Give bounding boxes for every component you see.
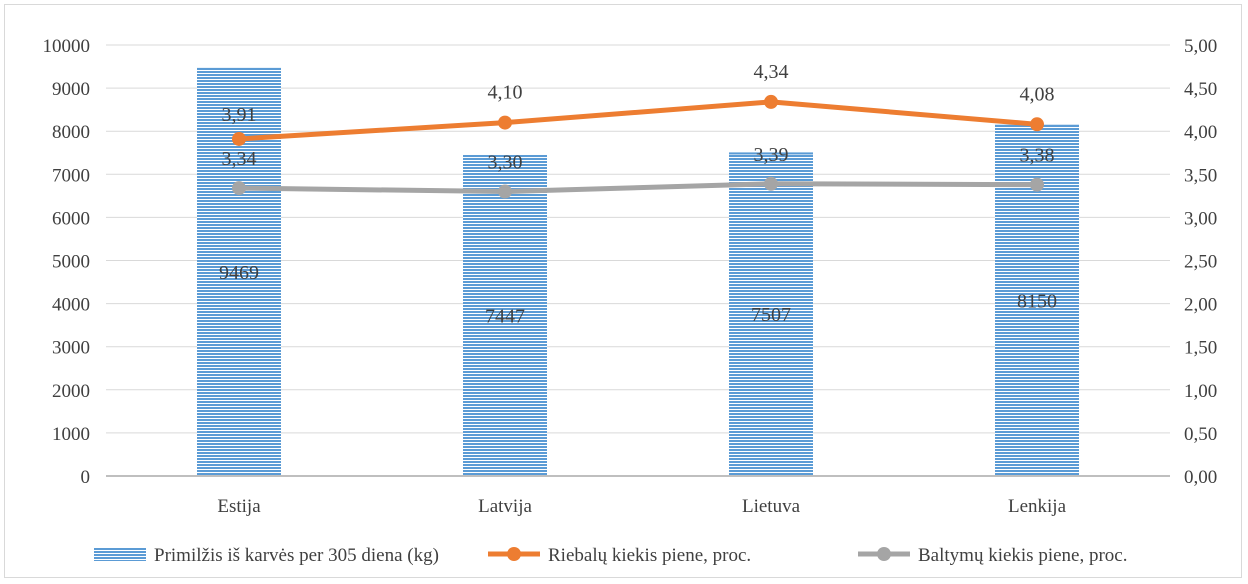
y-right-tick-label: 3,00 [1184,208,1217,229]
y-right-tick-label: 1,50 [1184,338,1217,359]
y-right-tick-label: 4,50 [1184,79,1217,100]
x-axis-category-labels: Estija Latvija Lietuva Lenkija [217,496,1066,517]
y-right-tick-label: 5,00 [1184,36,1217,57]
line-data-label: 3,30 [488,152,523,174]
series-point [764,94,778,109]
bar-top-edge [197,67,281,70]
line-data-label: 3,38 [1020,145,1055,167]
legend-swatch-marker [877,547,891,561]
line-data-label: 4,08 [1020,83,1055,105]
x-category-label: Latvija [478,496,532,517]
line-data-label: 4,34 [754,61,789,83]
series-line [236,181,1040,195]
y-right-tick-label: 2,50 [1184,252,1217,273]
series-point [232,131,246,146]
y-left-tick-label: 8000 [52,122,90,143]
line-data-label: 3,91 [222,104,257,126]
legend-label: Primilžis iš karvės per 305 diena (kg) [154,545,439,566]
series-point [1030,177,1044,192]
y-left-tick-label: 5000 [52,252,90,273]
y-left-tick-label: 2000 [52,381,90,402]
series-line [236,99,1040,142]
legend-label: Baltymų kiekis piene, proc. [918,545,1127,566]
bar-data-label: 7447 [485,306,525,328]
series-point [498,184,512,199]
y-left-tick-label: 6000 [52,208,90,229]
gridlines [106,44,1170,434]
x-category-label: Lietuva [742,496,801,517]
y-right-tick-label: 4,00 [1184,122,1217,143]
y-left-tick-label: 1000 [52,424,90,445]
y-right-tick-label: 0,50 [1184,424,1217,445]
bar [729,152,813,476]
y-left-tick-label: 0 [81,467,91,488]
y-right-tick-label: 1,00 [1184,381,1217,402]
bar-top-edge [463,155,547,158]
line-data-label: 3,39 [754,144,789,166]
legend-swatch-marker [507,547,521,561]
series-point [498,115,512,130]
x-category-label: Estija [217,496,261,517]
line-data-label: 4,10 [488,82,523,104]
legend-label: Riebalų kiekis piene, proc. [548,545,751,566]
bar [463,155,547,476]
bar-series [197,67,1079,477]
x-category-label: Lenkija [1008,496,1067,517]
y-axis-right-ticks: 0,00 0,50 1,00 1,50 2,00 2,50 3,00 3,50 4,00 4,50… [1184,36,1217,488]
combo-chart: 9469 7447 7507 8150 3,91 4,10 4,34 4,08 3,34 3,30… [43,36,1218,566]
line-data-label: 3,34 [222,148,257,170]
y-axis-left-ticks: 0 1000 2000 3000 4000 5000 6000 7000 8000 9000 100… [43,36,91,488]
bar-data-label: 7507 [751,304,791,326]
line-series [232,94,1044,199]
y-left-tick-label: 3000 [52,338,90,359]
y-left-tick-label: 10000 [43,36,91,57]
y-left-tick-label: 4000 [52,295,90,316]
y-left-tick-label: 9000 [52,79,90,100]
bar-data-label: 8150 [1017,290,1057,312]
y-right-tick-label: 0,00 [1184,467,1217,488]
y-left-tick-label: 7000 [52,165,90,186]
legend: Primilžis iš karvės per 305 diena (kg) Ri… [94,545,1127,566]
data-labels: 9469 7447 7507 8150 3,91 4,10 4,34 4,08 3,34 3,30… [219,61,1057,328]
chart-frame: 9469 7447 7507 8150 3,91 4,10 4,34 4,08 3,34 3,30… [4,4,1242,578]
series-point [1030,117,1044,132]
bar-data-label: 9469 [219,262,259,284]
series-point [764,176,778,191]
y-right-tick-label: 3,50 [1184,165,1217,186]
legend-swatch-bar [94,547,146,561]
y-right-tick-label: 2,00 [1184,295,1217,316]
series-point [232,181,246,196]
bar-top-edge [729,152,813,155]
